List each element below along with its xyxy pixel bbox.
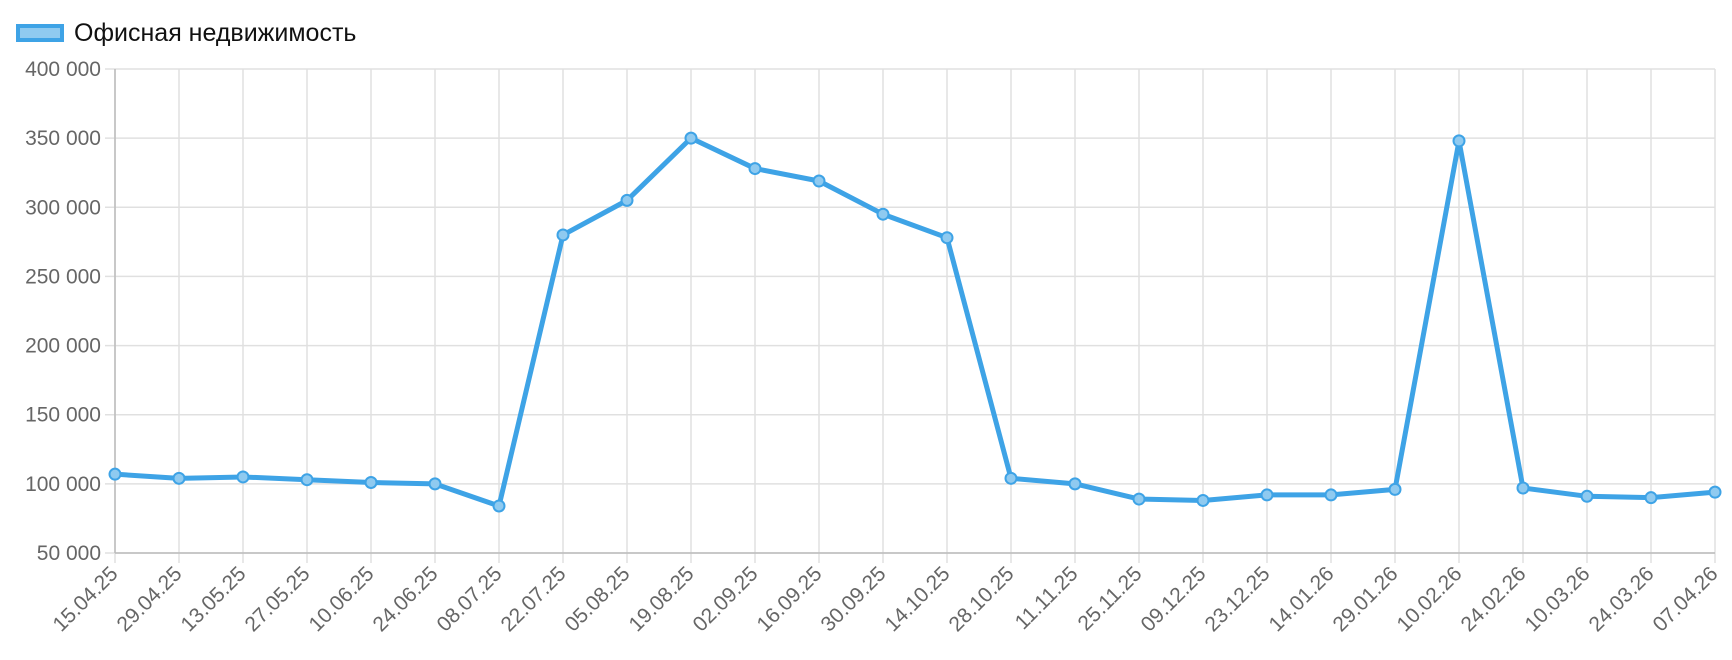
point (492, 499, 506, 513)
point (940, 231, 954, 245)
point (684, 131, 698, 145)
x-tick-label: 24.06.25 (368, 562, 442, 636)
point (428, 477, 442, 491)
legend-swatch (16, 24, 64, 42)
x-tick-label: 16.09.25 (752, 562, 826, 636)
x-tick-label: 02.09.25 (688, 562, 762, 636)
point (812, 174, 826, 188)
x-tick-label: 22.07.25 (496, 562, 570, 636)
x-tick-label: 23.12.25 (1200, 562, 1274, 636)
x-tick-label: 24.02.26 (1456, 562, 1530, 636)
x-tick-label: 08.07.25 (432, 562, 506, 636)
x-tick-label: 29.04.25 (112, 562, 186, 636)
x-tick-label: 10.02.26 (1392, 562, 1466, 636)
x-tick-label: 07.04.26 (1648, 562, 1722, 636)
point (108, 467, 122, 481)
point (1708, 485, 1722, 499)
y-tick-label: 300 000 (25, 196, 101, 219)
point (1324, 488, 1338, 502)
point (364, 475, 378, 489)
x-tick-label: 19.08.25 (624, 562, 698, 636)
point (876, 207, 890, 221)
x-tick-label: 11.11.25 (1011, 562, 1083, 634)
y-tick-label: 350 000 (25, 127, 101, 150)
y-tick-label: 200 000 (25, 335, 101, 358)
y-tick-label: 250 000 (25, 265, 101, 288)
y-tick-label: 400 000 (25, 58, 101, 81)
point (1580, 489, 1594, 503)
point (1260, 488, 1274, 502)
point (748, 162, 762, 176)
point (1516, 481, 1530, 495)
point (172, 471, 186, 485)
x-tick-label: 14.01.26 (1264, 562, 1338, 636)
x-tick-label: 15.04.25 (48, 562, 122, 636)
x-tick-label: 25.11.25 (1074, 562, 1147, 635)
x-tick-label: 13.05.25 (176, 562, 250, 636)
x-tick-label: 05.08.25 (560, 562, 634, 636)
y-tick-label: 50 000 (37, 542, 101, 565)
point (1388, 482, 1402, 496)
x-tick-label: 10.06.25 (304, 562, 378, 636)
x-tick-label: 30.09.25 (816, 562, 890, 636)
x-tick-label: 29.01.26 (1328, 562, 1402, 636)
x-tick-label: 24.03.26 (1584, 562, 1658, 636)
y-tick-label: 100 000 (25, 473, 101, 496)
legend-label: Офисная недвижимость (74, 19, 356, 47)
point (300, 473, 314, 487)
point (236, 470, 250, 484)
point (1644, 491, 1658, 505)
point (620, 193, 634, 207)
point (1452, 134, 1466, 148)
x-tick-label: 28.10.25 (944, 562, 1018, 636)
point (1196, 493, 1210, 507)
point (556, 228, 570, 242)
x-tick-label: 14.10.25 (880, 562, 954, 636)
y-tick-label: 150 000 (25, 404, 101, 427)
point (1132, 492, 1146, 506)
x-tick-label: 09.12.25 (1136, 562, 1210, 636)
point (1068, 477, 1082, 491)
x-tick-label: 27.05.25 (240, 562, 314, 636)
point (1004, 471, 1018, 485)
line (114, 135, 1716, 509)
x-tick-label: 10.03.26 (1520, 562, 1594, 636)
